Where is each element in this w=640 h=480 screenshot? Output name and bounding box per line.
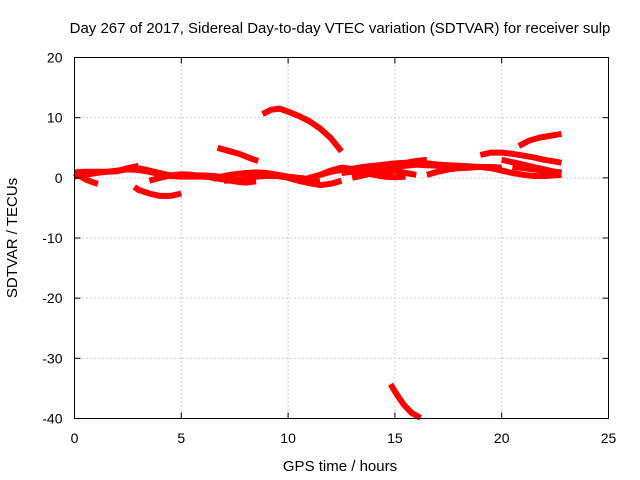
series-arc22 bbox=[512, 164, 562, 176]
x-tick-labels: 0 5 10 15 20 25 bbox=[71, 430, 617, 446]
series-arc4 bbox=[132, 184, 182, 199]
x-tick-label: 5 bbox=[177, 430, 185, 446]
x-tick-label: 10 bbox=[280, 430, 296, 446]
axis-ticks bbox=[74, 57, 609, 419]
y-tick-label: -10 bbox=[42, 230, 62, 246]
series-arc19 bbox=[479, 149, 563, 166]
y-tick-label: 10 bbox=[47, 110, 63, 126]
chart-title: Day 267 of 2017, Sidereal Day-to-day VTE… bbox=[70, 20, 611, 37]
y-axis-label: SDTVAR / TECUs bbox=[4, 178, 21, 298]
x-tick-label: 15 bbox=[387, 430, 403, 446]
y-tick-label: -30 bbox=[42, 350, 62, 366]
series-arc8 bbox=[216, 144, 260, 164]
y-tick-label: 20 bbox=[47, 50, 63, 66]
y-tick-labels: -40 -30 -20 -10 0 10 20 bbox=[42, 50, 62, 427]
series-arc21 bbox=[517, 130, 562, 149]
y-tick-label: -40 bbox=[42, 411, 62, 427]
series-arc3 bbox=[74, 162, 140, 176]
series-arc15 bbox=[351, 167, 417, 181]
y-tick-label: 0 bbox=[55, 170, 63, 186]
x-tick-label: 0 bbox=[71, 430, 79, 446]
x-tick-label: 20 bbox=[494, 430, 510, 446]
data-series bbox=[73, 105, 563, 421]
series-arc11 bbox=[261, 105, 344, 154]
y-tick-label: -20 bbox=[42, 290, 62, 306]
x-tick-label: 25 bbox=[601, 430, 617, 446]
x-axis-label: GPS time / hours bbox=[283, 458, 397, 475]
grid-lines bbox=[74, 57, 609, 419]
series-arc16 bbox=[388, 382, 422, 421]
series-arc18 bbox=[426, 164, 502, 178]
